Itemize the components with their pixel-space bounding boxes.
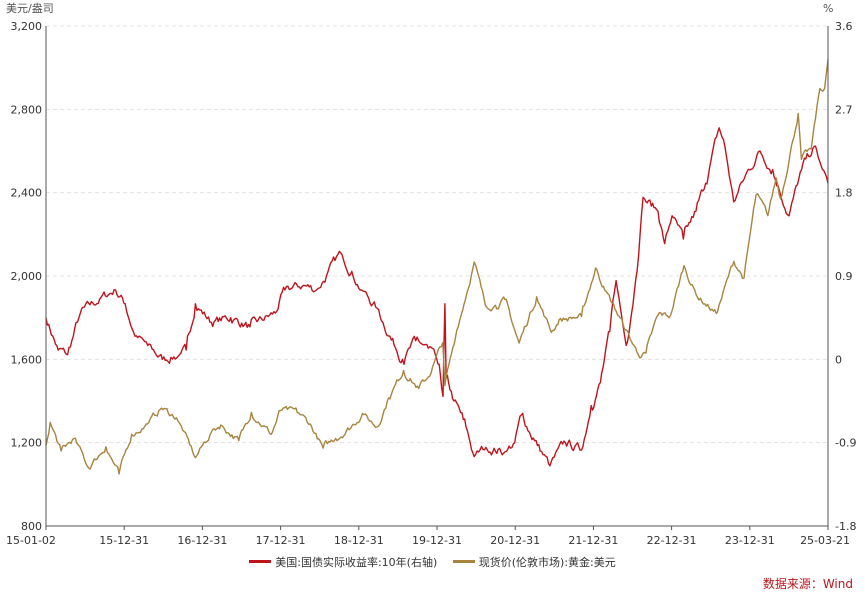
left-tick-label: 2,800 [11,103,43,116]
right-axis-unit: % [823,2,833,15]
left-tick-label: 800 [21,520,42,533]
left-tick-label: 2,000 [11,270,43,283]
x-tick-label: 22-12-31 [647,534,697,547]
legend-swatch-real-yield [249,560,272,563]
x-tick-label: 15-01-02 [6,534,56,547]
axes [45,26,829,527]
x-tick-label: 17-12-31 [256,534,306,547]
legend-label-gold-price: 现货价(伦敦市场):黄金:美元 [478,555,616,569]
series-layer [45,59,829,475]
right-tick-label: 0.9 [835,270,853,283]
series-line-gold-price [45,59,829,475]
right-tick-label: -1.8 [835,520,856,533]
right-tick-label: 2.7 [835,103,853,116]
left-tick-label: 1,600 [11,353,43,366]
x-tick-label: 21-12-31 [568,534,618,547]
x-tick-label: 25-03-21 [800,534,850,547]
x-tick-label: 15-12-31 [99,534,149,547]
legend: 美国:国债实际收益率:10年(右轴) 现货价(伦敦市场):黄金:美元 [0,553,865,570]
x-tick-label: 16-12-31 [177,534,227,547]
source-note: 数据来源：Wind [762,577,853,591]
legend-item-gold-price[interactable]: 现货价(伦敦市场):黄金:美元 [452,554,616,570]
left-tick-label: 1,200 [11,437,43,450]
left-tick-label: 2,400 [11,187,43,200]
x-axis-ticks: 15-01-02 15-12-31 16-12-31 17-12-31 18-12-31… [6,526,850,547]
x-tick-label: 20-12-31 [490,534,540,547]
gridlines [46,25,828,444]
x-tick-label: 18-12-31 [334,534,384,547]
series-line-real-yield [45,127,829,467]
right-tick-label: 0 [835,353,842,366]
left-axis-unit: 美元/盎司 [6,1,54,15]
legend-label-real-yield: 美国:国债实际收益率:10年(右轴) [275,555,438,569]
x-tick-label: 19-12-31 [412,534,462,547]
legend-swatch-gold-price [452,560,475,563]
right-tick-label: 3.6 [835,20,853,33]
right-axis-ticks: 3.6 2.7 1.8 0.9 0 -0.9 -1.8 [835,20,856,533]
x-tick-label: 23-12-31 [725,534,775,547]
legend-item-real-yield[interactable]: 美国:国债实际收益率:10年(右轴) [249,554,437,570]
left-tick-label: 3,200 [11,20,43,33]
right-tick-label: -0.9 [835,437,856,450]
left-axis-ticks: 3,200 2,800 2,400 2,000 1,600 1,200 800 [11,20,43,533]
right-tick-label: 1.8 [835,187,853,200]
